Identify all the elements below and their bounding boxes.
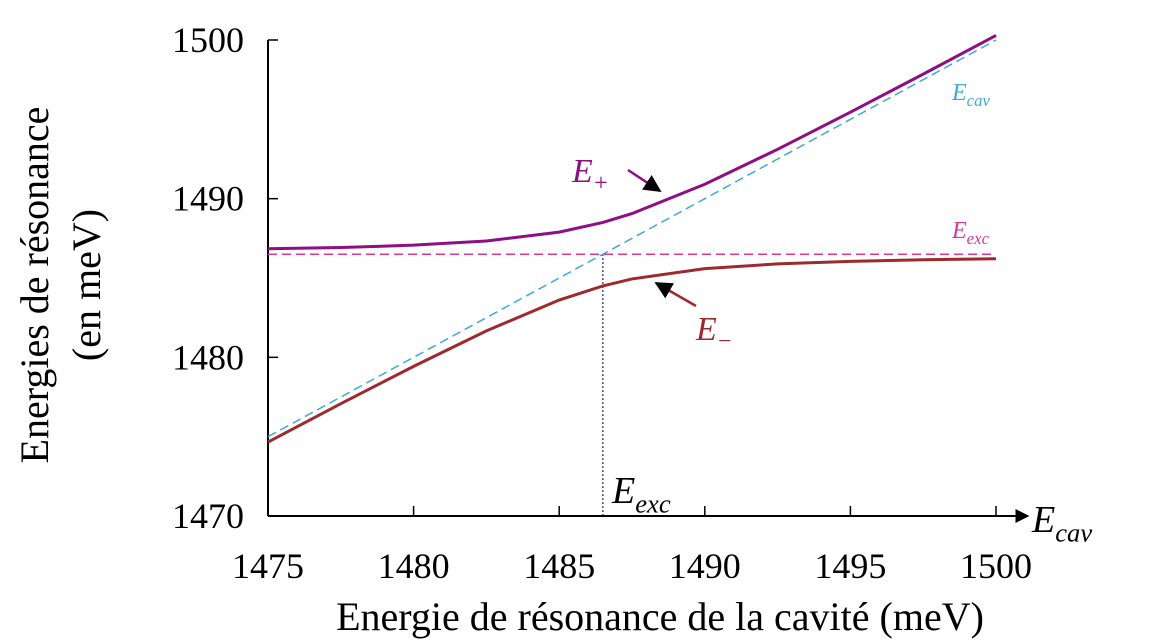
y-tick-label: 1490 xyxy=(172,179,244,219)
x-tick-label: 1475 xyxy=(232,546,304,586)
x-tick-label: 1485 xyxy=(523,546,595,586)
e-cav-label: Ecav xyxy=(951,80,991,110)
e-plus-label: E+ xyxy=(571,153,609,197)
exc-axis-label: Eexc xyxy=(611,470,671,519)
series-line xyxy=(267,257,997,444)
x-tick-label: 1480 xyxy=(378,546,450,586)
e-exc-label-sub: exc xyxy=(967,229,990,248)
e-cav-label-sub: cav xyxy=(967,91,991,110)
y-axis-title: (en meV) xyxy=(64,209,109,361)
y-tick-label: 1470 xyxy=(172,496,244,536)
e-cav-label-main: E xyxy=(951,80,967,106)
cav-axis-label: Ecav xyxy=(1031,499,1092,548)
plot: 1470 1480 1490 1500 1475 1480 1485 1490 1495 1500… xyxy=(12,20,1092,639)
y-tick-label: 1480 xyxy=(172,337,244,377)
exc-axis-label-main: E xyxy=(611,470,635,512)
x-tick-label: 1495 xyxy=(814,546,886,586)
e-minus-label-sub: − xyxy=(717,329,733,355)
e-plus-label-main: E xyxy=(571,153,593,190)
cav-axis-label-sub: cav xyxy=(1055,518,1092,548)
cav-axis-label-main: E xyxy=(1031,499,1055,541)
e-plus-label-sub: + xyxy=(593,171,609,197)
e-minus-arrow xyxy=(654,281,697,308)
e-minus-label: E− xyxy=(695,311,733,355)
y-tick-label: 1500 xyxy=(172,20,244,60)
e-plus-arrow xyxy=(627,168,662,193)
exc-axis-label-sub: exc xyxy=(635,489,671,519)
x-tick-label: 1490 xyxy=(669,546,741,586)
y-axis-title: Energies de résonance xyxy=(12,107,57,464)
e-exc-label: Eexc xyxy=(951,218,990,248)
e-minus-label-main: E xyxy=(695,311,717,348)
x-axis-title: Energie de résonance de la cavité (meV) xyxy=(336,594,984,639)
x-tick-label: 1500 xyxy=(960,546,1032,586)
series-line xyxy=(267,39,997,438)
e-exc-label-main: E xyxy=(951,218,967,244)
series-line xyxy=(267,34,997,251)
